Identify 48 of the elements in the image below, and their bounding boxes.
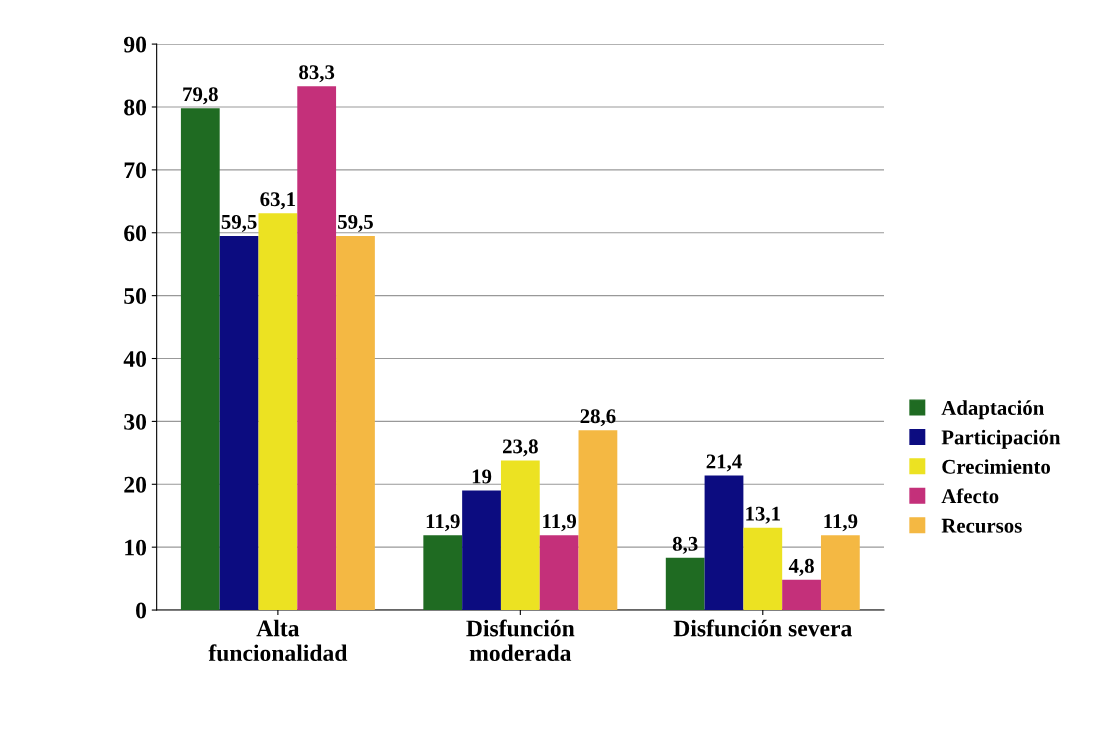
y-tick-label: 90	[123, 36, 147, 53]
data-label: 13,1	[746, 506, 780, 524]
legend-label: Adaptación	[941, 400, 1044, 420]
y-tick-label: 20	[124, 476, 147, 493]
data-label: 23,8	[502, 439, 538, 457]
bar	[820, 535, 860, 611]
legend-label: Crecimiento	[942, 459, 1051, 474]
y-tick-label: 10	[125, 539, 147, 556]
data-label: 11,9	[426, 514, 460, 532]
bar	[578, 430, 618, 611]
data-label: 11,9	[824, 514, 858, 532]
bar	[462, 490, 501, 611]
x-tick-label: Alta funcionalidad	[208, 619, 348, 662]
y-tick-label: 60	[124, 225, 147, 242]
x-tick-label: Disfunción moderada	[466, 619, 575, 662]
bar	[219, 235, 259, 611]
data-label: 19	[472, 469, 492, 484]
y-tick-label: 40	[123, 351, 147, 367]
bar	[336, 235, 375, 611]
data-label: 8,3	[672, 536, 698, 554]
bar	[297, 86, 337, 611]
legend-label: Afecto	[941, 488, 999, 504]
y-tick-label: 30	[124, 413, 147, 430]
bar	[539, 535, 579, 611]
data-label: 79,8	[183, 87, 218, 105]
data-label: 4,8	[788, 558, 814, 576]
bar	[423, 535, 463, 611]
data-label: 11,9	[543, 514, 577, 532]
bar	[258, 213, 298, 611]
data-label: 21,4	[706, 454, 742, 472]
data-label: 83,3	[299, 65, 335, 83]
y-tick-label: 50	[124, 288, 147, 305]
legend-label: Recursos	[941, 518, 1022, 533]
legend-label: Participación	[941, 429, 1061, 449]
y-tick-label: 80	[124, 99, 147, 116]
data-label: 63,1	[260, 192, 296, 210]
y-tick-label: 70	[124, 162, 147, 179]
bar	[704, 475, 744, 611]
bar	[743, 527, 783, 611]
data-label: 59,5	[221, 214, 257, 232]
x-tick-label: Disfunción severa	[673, 619, 852, 637]
bar	[500, 460, 540, 611]
bar	[180, 108, 220, 611]
data-label: 59,5	[338, 214, 373, 232]
y-tick-label: 0	[136, 602, 147, 619]
data-label: 28,6	[580, 409, 616, 427]
bar	[665, 557, 705, 611]
bar	[782, 579, 821, 611]
